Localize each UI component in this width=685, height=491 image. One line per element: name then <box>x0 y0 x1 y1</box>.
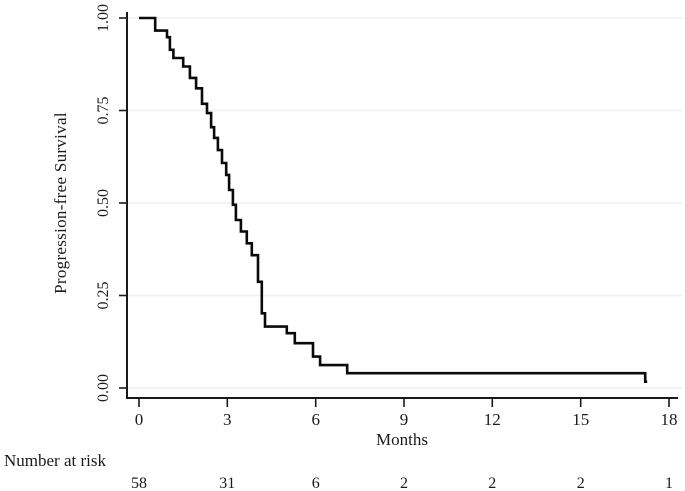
risk-value-0m: 58 <box>131 475 147 491</box>
ytick-label-0.50: 0.50 <box>95 189 112 217</box>
risk-value-12m: 2 <box>488 475 496 491</box>
xtick-label-0: 0 <box>135 410 144 429</box>
number-at-risk-label: Number at risk <box>4 451 106 470</box>
ytick-label-0.00: 0.00 <box>95 374 112 402</box>
y-tick-marks <box>119 17 127 389</box>
number-at-risk-row: 58 31 6 2 2 2 1 <box>131 475 673 491</box>
xtick-label-12: 12 <box>484 410 501 429</box>
x-tick-labels: 0 3 6 9 12 15 18 <box>135 410 678 429</box>
risk-value-9m: 2 <box>400 475 408 491</box>
ytick-label-0.25: 0.25 <box>95 282 112 310</box>
x-tick-marks <box>138 398 670 407</box>
risk-value-6m: 6 <box>312 475 320 491</box>
km-survival-curve <box>139 16 648 383</box>
xtick-label-15: 15 <box>572 410 589 429</box>
xtick-label-18: 18 <box>661 410 678 429</box>
xtick-label-6: 6 <box>311 410 320 429</box>
y-axis-title: Progression-free Survival <box>51 112 70 294</box>
risk-value-18m: 1 <box>665 475 673 491</box>
x-axis-title: Months <box>376 430 428 449</box>
gridlines <box>127 17 682 389</box>
xtick-label-9: 9 <box>400 410 409 429</box>
xtick-label-3: 3 <box>223 410 232 429</box>
risk-value-3m: 31 <box>219 475 235 491</box>
y-tick-labels: 1.00 0.75 0.50 0.25 0.00 <box>95 4 112 402</box>
risk-value-15m: 2 <box>577 475 585 491</box>
ytick-label-1.00: 1.00 <box>95 4 112 32</box>
ytick-label-0.75: 0.75 <box>95 97 112 125</box>
